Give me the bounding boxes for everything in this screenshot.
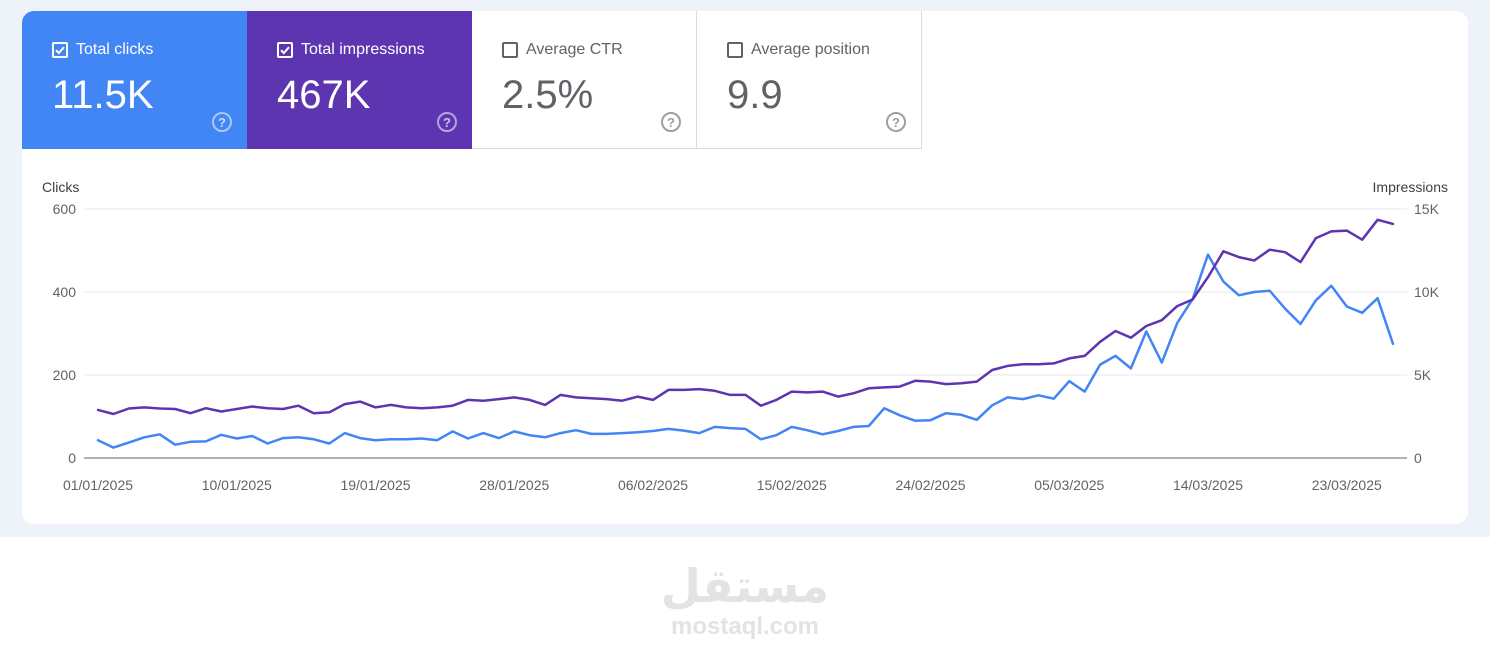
right-tick-label: 15K xyxy=(1414,201,1440,217)
metric-value: 11.5K xyxy=(52,73,154,117)
checkbox-icon[interactable] xyxy=(502,42,518,58)
metric-label: Total impressions xyxy=(301,41,425,58)
right-tick-label: 5K xyxy=(1414,367,1432,383)
checkbox-icon[interactable] xyxy=(277,42,293,58)
left-axis-title: Clicks xyxy=(42,179,79,195)
x-tick-label: 06/02/2025 xyxy=(618,477,688,493)
metric-label: Total clicks xyxy=(76,41,154,58)
x-tick-label: 24/02/2025 xyxy=(895,477,965,493)
x-tick-label: 23/03/2025 xyxy=(1312,477,1382,493)
left-tick-label: 0 xyxy=(68,450,76,466)
impressions-series-line xyxy=(96,218,1395,416)
metric-card-average-position[interactable]: Average position 9.9 ? xyxy=(697,11,922,149)
left-tick-label: 200 xyxy=(53,367,77,383)
metric-value: 2.5% xyxy=(502,73,594,117)
checkbox-icon[interactable] xyxy=(727,42,743,58)
performance-line-chart: Clicks Impressions 0 0 200 5K 400 10K 600 15K 01/0… xyxy=(42,179,1448,493)
metric-card-total-clicks[interactable]: Total clicks 11.5K ? xyxy=(22,11,247,149)
mostaql-watermark: مستقل mostaql.com xyxy=(0,560,1490,642)
help-icon[interactable]: ? xyxy=(661,112,681,132)
x-tick-label: 28/01/2025 xyxy=(479,477,549,493)
help-icon[interactable]: ? xyxy=(886,112,906,132)
help-icon[interactable]: ? xyxy=(212,112,232,132)
metric-card-total-impressions[interactable]: Total impressions 467K ? xyxy=(247,11,472,149)
metric-label: Average position xyxy=(751,41,870,58)
watermark-arabic-logo: مستقل xyxy=(660,559,830,613)
clicks-series-line xyxy=(96,253,1395,449)
watermark-domain: mostaql.com xyxy=(670,613,820,640)
metric-value: 467K xyxy=(277,73,371,117)
performance-card: Total clicks 11.5K ? Total impressions 4… xyxy=(22,11,1468,524)
x-tick-label: 19/01/2025 xyxy=(340,477,410,493)
left-tick-label: 400 xyxy=(53,284,77,300)
metric-value: 9.9 xyxy=(727,73,783,117)
right-axis-title: Impressions xyxy=(1373,179,1448,195)
x-tick-label: 05/03/2025 xyxy=(1034,477,1104,493)
x-tick-label: 01/01/2025 xyxy=(63,477,133,493)
metric-card-average-ctr[interactable]: Average CTR 2.5% ? xyxy=(472,11,697,149)
x-tick-label: 15/02/2025 xyxy=(757,477,827,493)
right-tick-label: 0 xyxy=(1414,450,1422,466)
help-icon[interactable]: ? xyxy=(437,112,457,132)
left-tick-label: 600 xyxy=(53,201,77,217)
x-tick-label: 10/01/2025 xyxy=(202,477,272,493)
x-tick-label: 14/03/2025 xyxy=(1173,477,1243,493)
checkbox-icon[interactable] xyxy=(52,42,68,58)
metric-label: Average CTR xyxy=(526,41,623,58)
right-tick-label: 10K xyxy=(1414,284,1440,300)
metric-tabs: Total clicks 11.5K ? Total impressions 4… xyxy=(22,11,922,149)
